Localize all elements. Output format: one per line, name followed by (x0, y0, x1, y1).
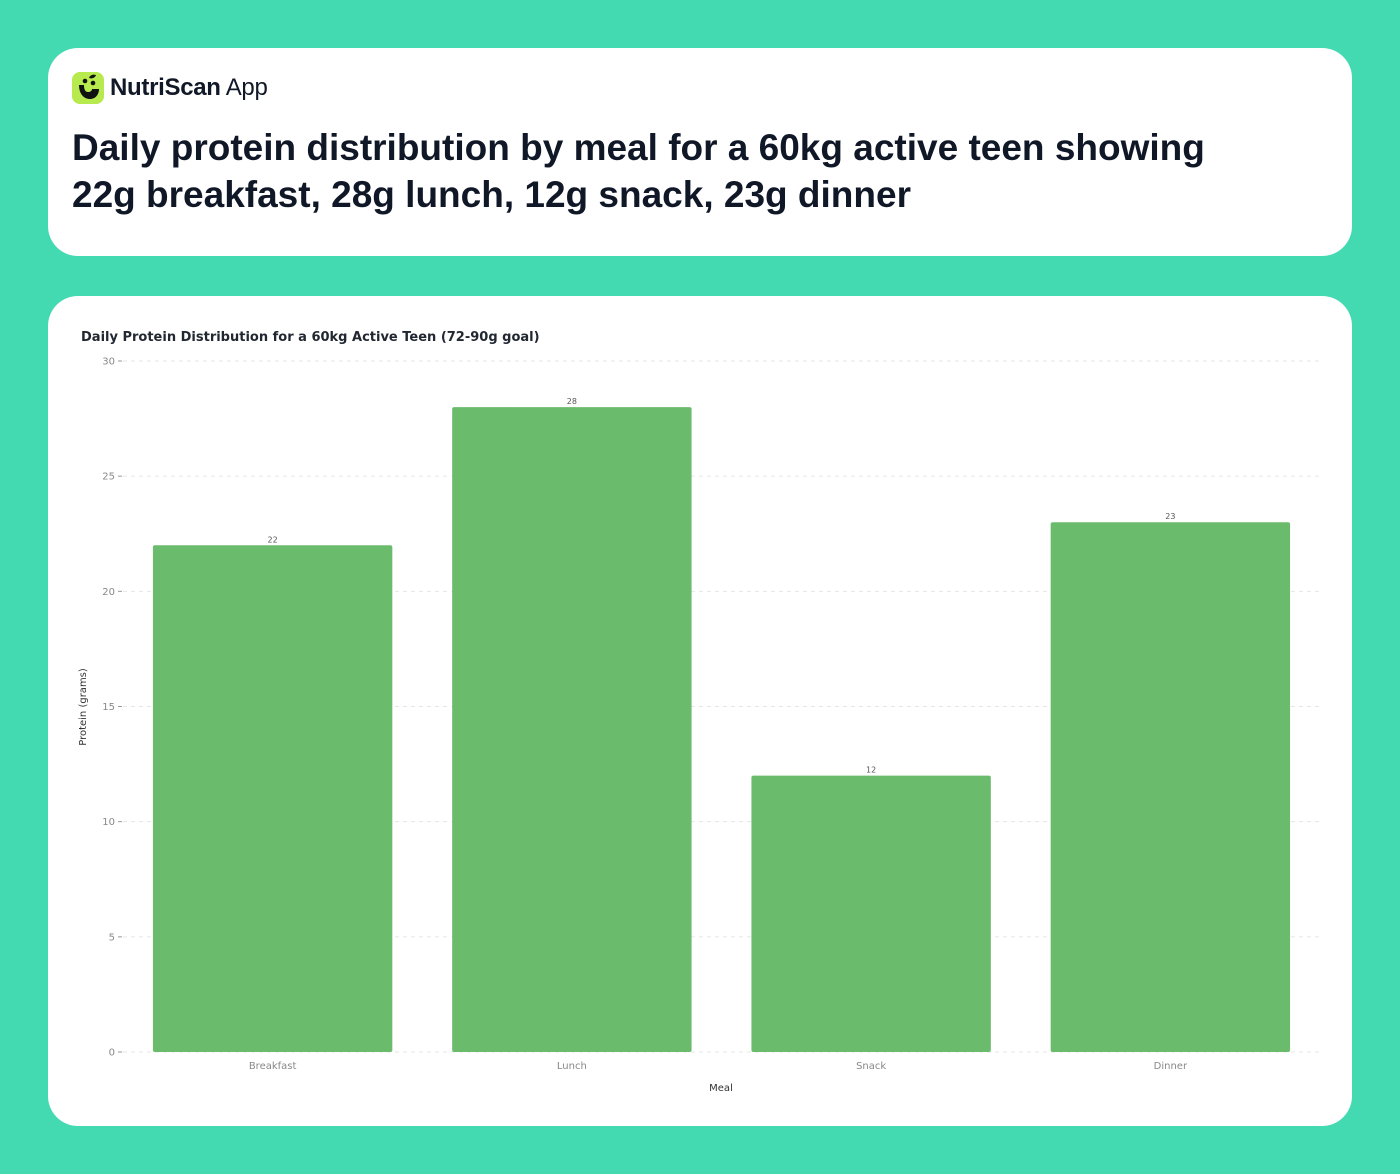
brand: NutriScan App (72, 72, 268, 104)
brand-name-bold: NutriScan (110, 74, 221, 101)
y-tick-label: 0 (109, 1048, 115, 1059)
y-tick-label: 15 (102, 702, 115, 713)
chart-card: Daily Protein Distribution for a 60kg Ac… (48, 296, 1352, 1126)
bar-layer: 22 28 12 23 (152, 397, 1291, 1052)
data-label-dinner: 23 (1165, 512, 1175, 521)
x-tick-label-breakfast: Breakfast (249, 1061, 297, 1072)
x-axis: Breakfast Lunch Snack Dinner (249, 1061, 1188, 1072)
headline: Daily protein distribution by meal for a… (72, 127, 1205, 215)
smiley-leaf-icon (72, 72, 104, 104)
x-axis-label: Meal (709, 1083, 733, 1094)
chart-title: Daily Protein Distribution for a 60kg Ac… (81, 330, 540, 345)
x-tick-label-snack: Snack (856, 1061, 886, 1072)
bar-dinner (1050, 522, 1291, 1052)
x-tick-label-lunch: Lunch (557, 1061, 587, 1072)
y-tick-label: 25 (102, 472, 115, 483)
y-tick-label: 30 (102, 357, 115, 368)
data-label-lunch: 28 (567, 397, 577, 406)
y-axis-label: Protein (grams) (78, 668, 89, 746)
header-card: NutriScan App Daily protein distribution… (48, 48, 1352, 256)
x-tick-label-dinner: Dinner (1154, 1061, 1188, 1072)
y-tick-label: 20 (102, 587, 115, 598)
protein-bar-chart: Daily Protein Distribution for a 60kg Ac… (78, 330, 1320, 1094)
y-axis: 0 5 10 15 20 25 30 (102, 357, 122, 1059)
y-tick-label: 5 (109, 932, 115, 943)
y-tick-label: 10 (102, 817, 115, 828)
data-label-breakfast: 22 (268, 535, 278, 544)
brand-name-light: App (225, 74, 268, 101)
brand-name: NutriScan App (110, 74, 268, 102)
bar-snack (751, 775, 991, 1052)
bar-breakfast (152, 545, 393, 1052)
data-label-snack: 12 (866, 766, 876, 775)
bar-lunch (452, 407, 692, 1052)
